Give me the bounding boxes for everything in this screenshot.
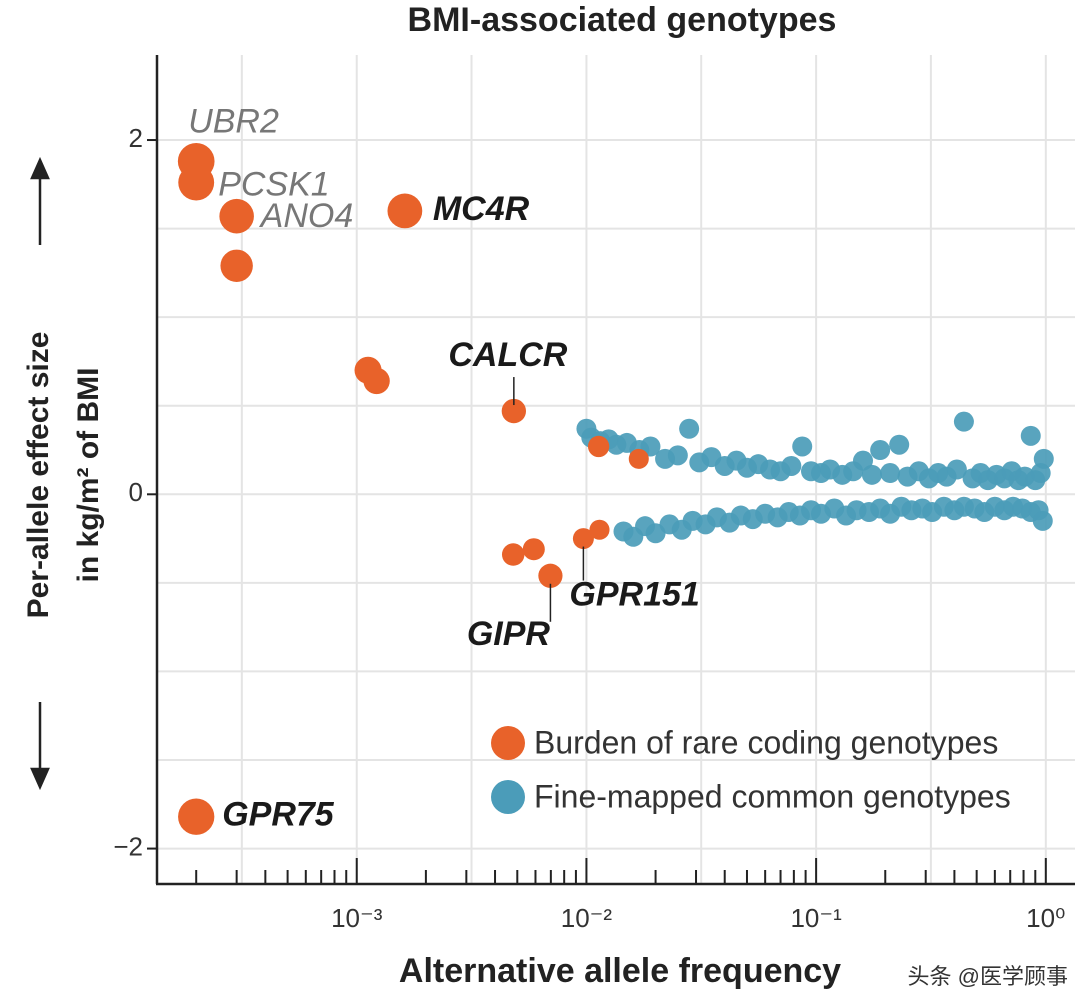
legend-label: Fine-mapped common genotypes: [534, 778, 1011, 814]
x-tick-label: 10⁻²: [561, 903, 613, 933]
legend-marker: [491, 780, 525, 814]
point: [792, 436, 813, 457]
point-label: GPR75: [222, 796, 335, 834]
point: [870, 440, 891, 461]
point: [387, 193, 423, 229]
point: [522, 538, 545, 561]
point: [1033, 448, 1054, 469]
point-label: GIPR: [467, 615, 551, 653]
point: [946, 459, 967, 480]
point: [220, 249, 253, 283]
watermark: 头条 @医学顾事: [908, 964, 1068, 989]
arrow-head: [30, 156, 50, 180]
point: [1020, 425, 1041, 446]
point: [889, 434, 910, 455]
point: [219, 198, 254, 234]
y-tick-label: 0: [129, 477, 143, 507]
chart-title: BMI-associated genotypes: [408, 1, 837, 39]
point-label: PCSK1: [218, 166, 329, 204]
x-axis-label: Alternative allele frequency: [399, 952, 841, 990]
point: [781, 455, 802, 476]
y-tick-label: 2: [129, 123, 143, 153]
y-axis-label: Per-allele effect size: [22, 332, 55, 619]
point: [679, 418, 700, 439]
y-tick-label: −2: [113, 831, 143, 861]
point: [667, 445, 688, 466]
point: [572, 528, 594, 550]
point: [953, 411, 974, 432]
point: [861, 464, 882, 485]
x-tick-label: 10⁰: [1026, 903, 1065, 933]
legend-label: Burden of rare coding genotypes: [534, 724, 998, 760]
arrow-head: [30, 767, 50, 791]
point: [501, 398, 527, 424]
point: [1032, 510, 1053, 531]
point: [589, 519, 610, 540]
point: [501, 543, 525, 566]
point-label: UBR2: [188, 102, 279, 140]
x-tick-label: 10⁻¹: [790, 903, 842, 933]
y-axis-label: in kg/m² of BMI: [72, 368, 105, 583]
point: [628, 448, 649, 469]
point-label: GPR151: [569, 576, 699, 614]
point-label: ANO4: [259, 197, 354, 235]
point: [363, 367, 390, 395]
point: [587, 435, 610, 458]
y-arrows: [30, 156, 50, 791]
point: [178, 164, 215, 201]
x-tick-label: 10⁻³: [331, 903, 383, 933]
point: [880, 463, 901, 484]
point-label: MC4R: [433, 190, 530, 228]
point: [538, 563, 563, 588]
legend-marker: [491, 726, 525, 760]
point-label: CALCR: [448, 336, 567, 374]
point: [178, 798, 215, 835]
